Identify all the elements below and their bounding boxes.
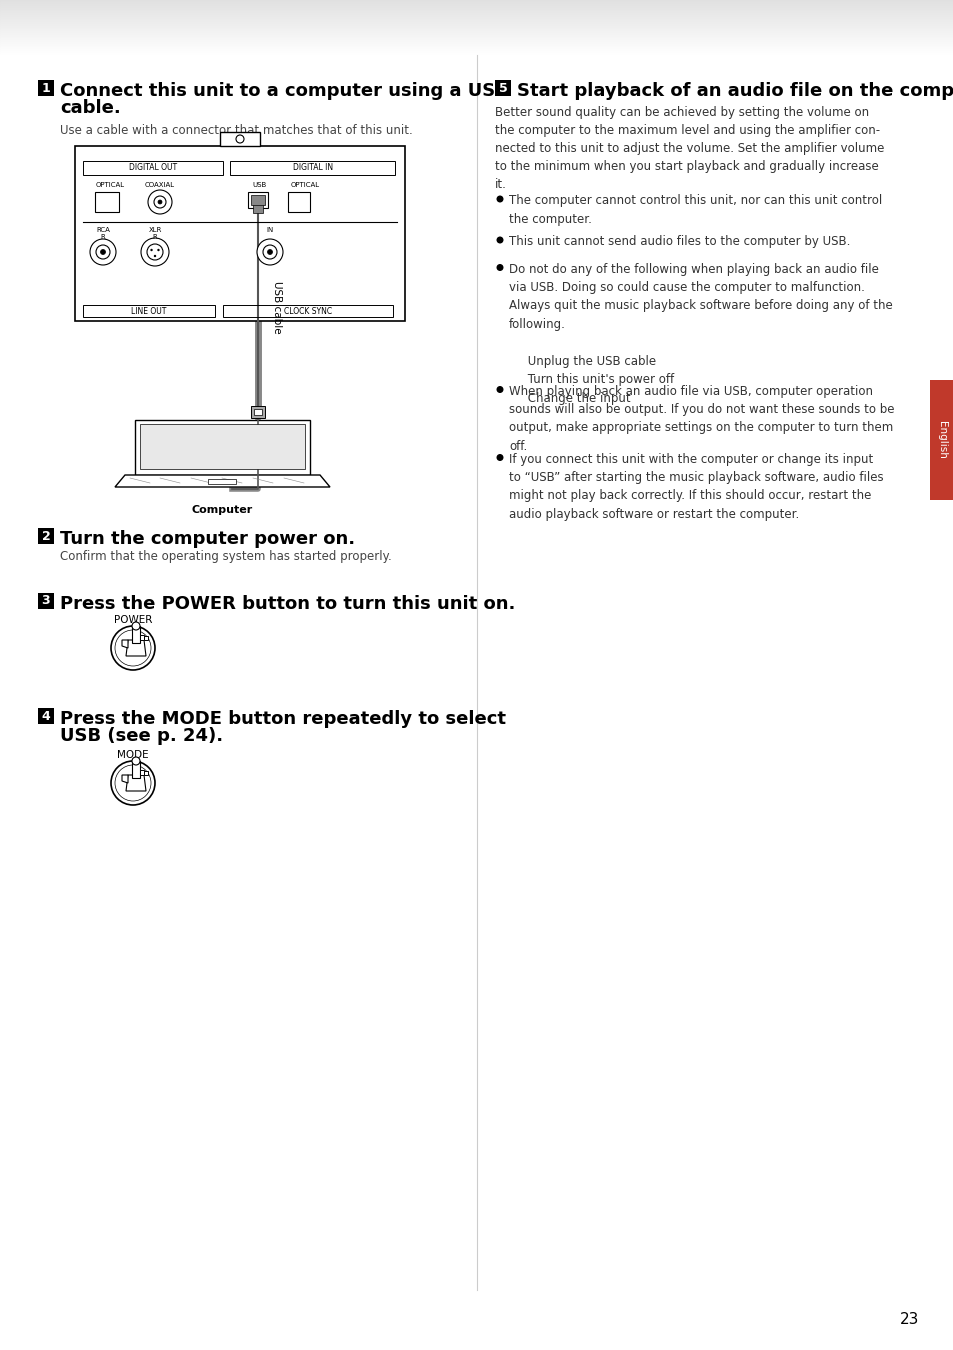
Bar xyxy=(140,424,305,468)
Bar xyxy=(95,192,119,212)
Bar xyxy=(38,528,54,544)
Bar xyxy=(495,80,511,96)
Text: OPTICAL: OPTICAL xyxy=(290,182,319,188)
Text: If you connect this unit with the computer or change its input
to “USB” after st: If you connect this unit with the comput… xyxy=(509,452,882,521)
Circle shape xyxy=(111,626,154,670)
Circle shape xyxy=(111,761,154,805)
Polygon shape xyxy=(132,761,140,778)
Circle shape xyxy=(496,236,503,243)
Text: cable.: cable. xyxy=(60,99,121,117)
Circle shape xyxy=(496,454,503,460)
Text: XLR
R: XLR R xyxy=(148,227,161,240)
Circle shape xyxy=(147,244,163,261)
Text: Turn the computer power on.: Turn the computer power on. xyxy=(60,531,355,548)
Text: This unit cannot send audio files to the computer by USB.: This unit cannot send audio files to the… xyxy=(509,235,849,248)
Text: LINE OUT: LINE OUT xyxy=(132,306,167,316)
Polygon shape xyxy=(140,634,144,640)
Text: 3: 3 xyxy=(42,594,51,608)
Text: Connect this unit to a computer using a USB: Connect this unit to a computer using a … xyxy=(60,82,508,100)
Bar xyxy=(929,379,953,500)
Bar xyxy=(38,80,54,96)
Bar xyxy=(220,132,260,146)
Text: When playing back an audio file via USB, computer operation
sounds will also be : When playing back an audio file via USB,… xyxy=(509,385,894,454)
Text: The computer cannot control this unit, nor can this unit control
the computer.: The computer cannot control this unit, n… xyxy=(509,194,882,225)
Circle shape xyxy=(267,250,273,255)
Bar xyxy=(251,406,265,418)
Polygon shape xyxy=(126,775,146,791)
Text: USB cable: USB cable xyxy=(272,281,282,333)
Polygon shape xyxy=(122,775,128,783)
Text: Press the MODE button repeatedly to select: Press the MODE button repeatedly to sele… xyxy=(60,710,505,728)
Text: 5: 5 xyxy=(498,81,507,95)
Text: 2: 2 xyxy=(42,529,51,543)
Circle shape xyxy=(153,196,166,208)
Text: Start playback of an audio file on the computer.: Start playback of an audio file on the c… xyxy=(517,82,953,100)
Bar xyxy=(251,194,265,205)
Bar xyxy=(83,161,223,176)
Text: USB (see p. 24).: USB (see p. 24). xyxy=(60,728,223,745)
Circle shape xyxy=(100,250,106,255)
Circle shape xyxy=(153,255,156,258)
Polygon shape xyxy=(126,640,146,656)
Text: RCA
R: RCA R xyxy=(96,227,110,240)
Circle shape xyxy=(115,630,151,666)
Text: 4: 4 xyxy=(42,710,51,722)
Polygon shape xyxy=(132,626,140,643)
Text: Use a cable with a connector that matches that of this unit.: Use a cable with a connector that matche… xyxy=(60,124,413,136)
Text: English: English xyxy=(936,421,946,459)
Circle shape xyxy=(157,248,159,251)
Text: DIGITAL OUT: DIGITAL OUT xyxy=(129,163,177,173)
Text: Better sound quality can be achieved by setting the volume on
the computer to th: Better sound quality can be achieved by … xyxy=(495,107,883,190)
Text: IN: IN xyxy=(266,227,274,234)
Circle shape xyxy=(148,190,172,215)
Circle shape xyxy=(96,244,110,259)
Polygon shape xyxy=(144,771,148,775)
Polygon shape xyxy=(144,636,148,640)
Circle shape xyxy=(132,757,140,765)
Text: COAXIAL: COAXIAL xyxy=(145,182,175,188)
Circle shape xyxy=(263,244,276,259)
Bar xyxy=(38,593,54,609)
Text: MODE: MODE xyxy=(117,751,149,760)
Bar xyxy=(83,305,214,317)
Bar xyxy=(208,479,235,485)
Circle shape xyxy=(141,238,169,266)
Text: POWER: POWER xyxy=(113,616,152,625)
Text: Confirm that the operating system has started properly.: Confirm that the operating system has st… xyxy=(60,549,392,563)
Polygon shape xyxy=(115,475,330,487)
Circle shape xyxy=(115,765,151,801)
Text: DIGITAL IN: DIGITAL IN xyxy=(293,163,333,173)
Bar xyxy=(230,161,395,176)
Text: Computer: Computer xyxy=(192,505,253,514)
Circle shape xyxy=(496,386,503,393)
Bar xyxy=(223,305,393,317)
Bar xyxy=(135,420,310,475)
Text: USB: USB xyxy=(253,182,267,188)
Text: Do not do any of the following when playing back an audio file
via USB. Doing so: Do not do any of the following when play… xyxy=(509,262,892,405)
Bar xyxy=(253,202,263,213)
Circle shape xyxy=(158,200,162,204)
Circle shape xyxy=(151,248,152,251)
Polygon shape xyxy=(122,640,128,648)
Circle shape xyxy=(132,622,140,630)
Text: 23: 23 xyxy=(900,1312,919,1327)
Bar xyxy=(248,192,268,208)
Bar xyxy=(75,146,405,321)
Text: Press the POWER button to turn this unit on.: Press the POWER button to turn this unit… xyxy=(60,595,515,613)
Text: 1: 1 xyxy=(42,81,51,95)
Circle shape xyxy=(496,196,503,202)
Bar xyxy=(288,192,310,212)
Circle shape xyxy=(256,239,283,265)
Text: OPTICAL: OPTICAL xyxy=(95,182,125,188)
Circle shape xyxy=(496,265,503,271)
Circle shape xyxy=(90,239,116,265)
Bar xyxy=(38,707,54,724)
Polygon shape xyxy=(140,769,144,775)
Bar xyxy=(253,409,262,414)
Text: CLOCK SYNC: CLOCK SYNC xyxy=(284,306,332,316)
